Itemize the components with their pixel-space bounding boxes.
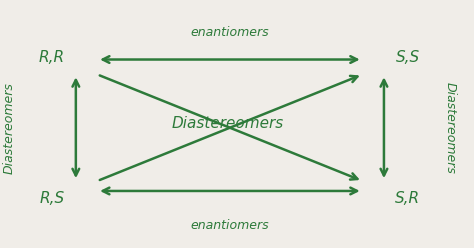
- Text: S,S: S,S: [396, 50, 419, 64]
- Text: Diastereomers: Diastereomers: [3, 82, 16, 174]
- Text: S,R: S,R: [395, 191, 420, 206]
- Text: R,R: R,R: [39, 50, 65, 64]
- Text: enantiomers: enantiomers: [191, 219, 269, 232]
- Text: R,S: R,S: [39, 191, 65, 206]
- Text: enantiomers: enantiomers: [191, 26, 269, 39]
- Text: Diastereomers: Diastereomers: [172, 117, 283, 131]
- Text: Diastereomers: Diastereomers: [444, 82, 457, 174]
